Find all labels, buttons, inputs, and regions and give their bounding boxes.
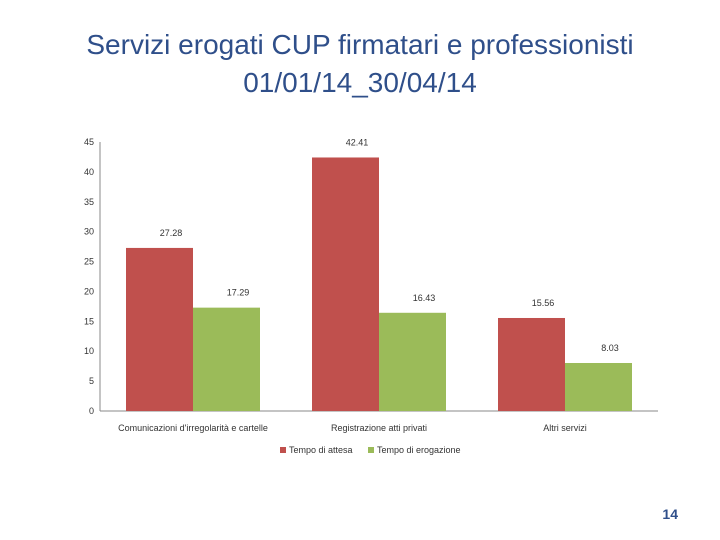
data-label: 15.56	[532, 298, 555, 308]
legend-label: Tempo di erogazione	[377, 445, 461, 455]
y-tick-label: 45	[84, 137, 94, 147]
title-line-1: Servizi erogati CUP firmatari e professi…	[86, 29, 634, 60]
y-tick-label: 40	[84, 167, 94, 177]
data-label: 16.43	[413, 293, 436, 303]
bar	[126, 247, 193, 411]
bar	[565, 362, 632, 411]
y-tick-label: 30	[84, 227, 94, 237]
legend-swatch	[280, 447, 286, 453]
y-tick-label: 15	[84, 316, 94, 326]
y-tick-label: 25	[84, 257, 94, 267]
y-tick-label: 35	[84, 197, 94, 207]
data-label: 8.03	[601, 343, 619, 353]
bar	[312, 157, 379, 411]
bar	[498, 317, 565, 411]
y-tick-label: 0	[89, 406, 94, 416]
y-tick-label: 20	[84, 286, 94, 296]
data-label: 17.29	[227, 288, 250, 298]
x-tick-label: Comunicazioni d'irregolarità e cartelle	[118, 423, 268, 433]
bar	[193, 307, 260, 411]
y-tick-label: 5	[89, 376, 94, 386]
chart-title: Servizi erogati CUP firmatari e professi…	[0, 26, 720, 102]
data-label: 42.41	[346, 137, 369, 147]
legend-label: Tempo di attesa	[289, 445, 353, 455]
title-line-2: 01/01/14_30/04/14	[243, 67, 477, 98]
bar	[379, 312, 446, 411]
legend-swatch	[368, 447, 374, 453]
x-tick-label: Registrazione atti privati	[331, 423, 427, 433]
y-tick-label: 10	[84, 346, 94, 356]
x-tick-label: Altri servizi	[543, 423, 587, 433]
page-number: 14	[662, 506, 678, 522]
data-label: 27.28	[160, 228, 183, 238]
